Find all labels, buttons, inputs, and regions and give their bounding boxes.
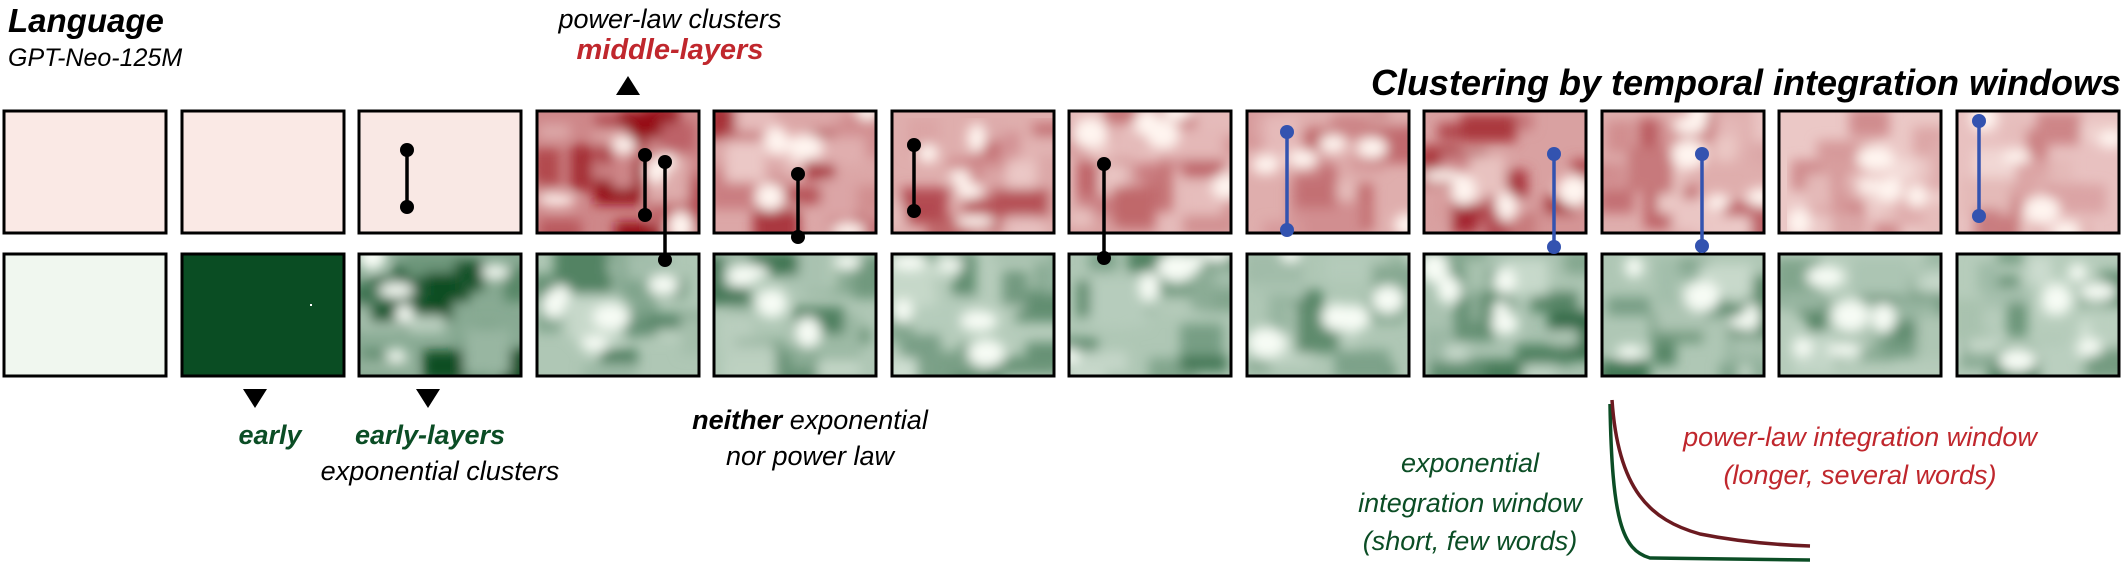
red-heatmap-layer-3 <box>357 109 523 235</box>
green-heatmap-layer-10 <box>1600 252 1766 378</box>
model-name: GPT-Neo-125M <box>8 44 183 72</box>
exponential-legend-line-1: exponential <box>1400 448 1540 478</box>
cluster-link-end-4-1 <box>658 253 672 267</box>
figure-title: Language <box>8 2 164 39</box>
early-label: early <box>238 420 302 450</box>
cluster-link-start-4-0 <box>638 148 652 162</box>
cluster-link-start-6-0 <box>907 138 921 152</box>
red-heatmap-layer-9 <box>1422 109 1588 235</box>
neither-label: neither exponential <box>660 405 960 436</box>
figure-heading: Clustering by temporal integration windo… <box>1370 62 2121 103</box>
arrow-down-early <box>243 389 267 408</box>
power-law-curve <box>1610 399 1811 548</box>
exponential-clusters-label: exponential clusters <box>320 456 560 486</box>
exponential-legend-line-3: (short, few words) <box>1362 526 1578 556</box>
neither-rest: exponential <box>782 405 928 435</box>
arrow-down-early-layers <box>416 389 440 408</box>
red-heatmap-layer-10 <box>1600 109 1766 235</box>
cluster-link-end-3-0 <box>400 200 414 214</box>
power-law-legend-line-2: (longer, several words) <box>1723 460 1997 490</box>
green-heatmap-layer-5 <box>712 252 878 378</box>
neither-bold: neither <box>692 405 783 435</box>
cluster-link-start-4-1 <box>658 155 672 169</box>
green-heatmap-layer-9 <box>1422 252 1588 378</box>
green-heatmap-speck <box>310 304 312 306</box>
red-heatmap-layer-6 <box>890 109 1056 235</box>
power-law-legend-line-1: power-law integration window <box>1683 422 2037 452</box>
green-heatmap-layer-11 <box>1777 252 1943 378</box>
middle-layers-label: middle-layers <box>576 34 764 66</box>
red-heatmap-layer-4 <box>535 109 701 235</box>
green-heatmap-layer-1 <box>2 252 168 378</box>
power-law-clusters-label: power-law clusters <box>558 4 782 34</box>
green-heatmap-layer-6 <box>890 252 1056 378</box>
cluster-link-start-9-0 <box>1547 147 1561 161</box>
cluster-link-end-12-0 <box>1972 209 1986 223</box>
nor-power-law-label: nor power law <box>725 441 895 471</box>
cluster-link-end-10-0 <box>1695 239 1709 253</box>
early-layers-label: early-layers <box>354 420 506 450</box>
pointer-arrows <box>243 76 640 408</box>
cluster-link-start-12-0 <box>1972 114 1986 128</box>
cluster-link-end-6-0 <box>907 204 921 218</box>
cluster-link-start-3-0 <box>400 143 414 157</box>
green-heatmap-layer-8 <box>1245 252 1411 378</box>
red-heatmap-layer-11 <box>1777 109 1943 235</box>
green-heatmap-layer-2 <box>180 252 346 378</box>
exponential-legend-line-2: integration window <box>1358 488 1582 518</box>
cluster-link-start-8-0 <box>1280 125 1294 139</box>
cluster-links <box>400 114 1986 267</box>
green-heatmap-layer-12 <box>1955 252 2121 378</box>
green-heatmap-layer-3 <box>357 252 523 378</box>
arrow-up-middle-layers <box>616 76 640 95</box>
cluster-link-end-9-0 <box>1547 240 1561 254</box>
red-heatmap-layer-12 <box>1955 109 2121 235</box>
red-heatmap-layer-7 <box>1067 109 1233 235</box>
cluster-link-end-8-0 <box>1280 223 1294 237</box>
exponential-curve <box>1608 403 1811 562</box>
cluster-link-start-10-0 <box>1695 147 1709 161</box>
red-heatmap-layer-8 <box>1245 109 1411 235</box>
green-heatmap-layer-4 <box>535 252 701 378</box>
integration-window-curves <box>1608 399 1811 562</box>
cluster-link-end-4-0 <box>638 208 652 222</box>
red-heatmap-layer-5 <box>712 109 878 235</box>
cluster-link-start-5-0 <box>791 167 805 181</box>
cluster-link-end-5-0 <box>791 230 805 244</box>
red-heatmap-layer-1 <box>2 109 168 235</box>
green-heatmap-layer-7 <box>1067 252 1233 378</box>
cluster-link-end-7-0 <box>1097 251 1111 265</box>
red-heatmap-layer-2 <box>180 109 346 235</box>
cluster-link-start-7-0 <box>1097 157 1111 171</box>
heatmap-panels <box>2 109 2121 378</box>
